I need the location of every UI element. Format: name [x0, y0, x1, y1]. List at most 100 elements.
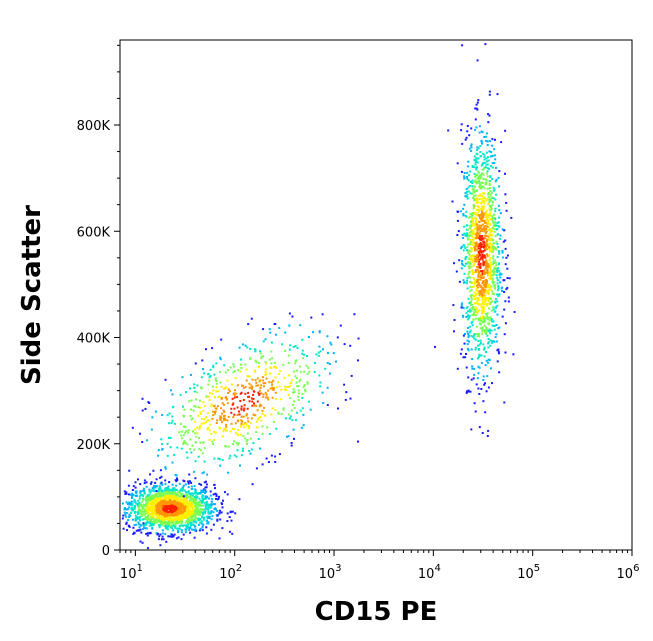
- event-dot: [469, 276, 471, 279]
- event-dot: [466, 237, 469, 240]
- event-dot: [491, 226, 494, 229]
- event-dot: [490, 246, 493, 249]
- event-dot: [152, 495, 154, 498]
- event-dot: [464, 356, 467, 359]
- event-dot: [245, 422, 248, 425]
- event-dot: [258, 393, 261, 396]
- event-dot: [496, 360, 499, 363]
- event-dot: [254, 359, 257, 362]
- event-dot: [144, 508, 147, 511]
- event-dot: [313, 370, 316, 373]
- event-dot: [312, 331, 314, 334]
- event-dot: [503, 308, 506, 311]
- event-dot: [270, 381, 273, 384]
- event-dot: [461, 260, 464, 262]
- event-dot: [490, 251, 493, 254]
- event-dot: [475, 302, 478, 305]
- event-dot: [265, 377, 268, 380]
- event-dot: [156, 521, 159, 524]
- event-dot: [203, 511, 206, 514]
- event-dot: [493, 213, 496, 216]
- event-dot: [178, 518, 181, 520]
- event-dot: [161, 535, 164, 538]
- event-dot: [229, 430, 232, 433]
- event-dot: [485, 290, 488, 293]
- event-dot: [185, 496, 188, 499]
- event-dot: [491, 320, 494, 323]
- event-dot: [149, 499, 152, 501]
- event-dot: [153, 506, 156, 509]
- event-dot: [215, 362, 218, 365]
- event-dot: [219, 356, 222, 359]
- event-dot: [185, 528, 187, 531]
- event-dot: [489, 140, 492, 143]
- event-dot: [478, 221, 481, 223]
- event-dot: [263, 385, 265, 388]
- event-dot: [194, 502, 197, 505]
- event-dot: [139, 519, 141, 522]
- event-dot: [160, 504, 162, 507]
- event-dot: [482, 177, 485, 180]
- event-dot: [218, 371, 221, 374]
- event-dot: [479, 249, 482, 252]
- event-dot: [302, 357, 305, 360]
- event-dot: [476, 265, 478, 268]
- event-dot: [480, 239, 483, 242]
- event-dot: [178, 490, 181, 492]
- event-dot: [173, 495, 176, 497]
- event-dot: [318, 330, 321, 333]
- event-dot: [461, 44, 464, 47]
- event-dot: [196, 503, 199, 506]
- event-dot: [487, 219, 490, 222]
- event-dot: [453, 330, 455, 333]
- event-dot: [242, 399, 245, 401]
- event-dot: [150, 505, 153, 508]
- event-dot: [186, 501, 189, 504]
- event-dot: [199, 406, 202, 409]
- event-dot: [493, 273, 496, 276]
- event-dot: [251, 483, 254, 486]
- event-dot: [297, 392, 300, 395]
- event-dot: [476, 279, 479, 281]
- event-dot: [149, 491, 152, 494]
- event-dot: [475, 220, 477, 223]
- event-dot: [296, 411, 299, 414]
- event-dot: [260, 419, 263, 422]
- event-dot: [473, 402, 476, 405]
- event-dot: [471, 214, 473, 217]
- event-dot: [487, 293, 490, 296]
- event-dot: [199, 425, 202, 427]
- event-dot: [488, 298, 491, 301]
- event-dot: [493, 222, 496, 225]
- event-dot: [497, 286, 500, 289]
- event-dot: [250, 384, 253, 387]
- event-dot: [208, 439, 211, 441]
- event-dot: [307, 366, 310, 369]
- event-dot: [211, 385, 214, 388]
- event-dot: [267, 461, 270, 463]
- event-dot: [122, 514, 125, 517]
- event-dot: [238, 413, 241, 416]
- event-dot: [292, 428, 295, 431]
- event-dot: [255, 431, 258, 433]
- event-dot: [203, 481, 206, 484]
- event-dot: [462, 279, 465, 282]
- event-dot: [493, 230, 496, 233]
- event-dot: [467, 179, 470, 182]
- event-dot: [470, 146, 473, 149]
- event-dot: [171, 492, 174, 495]
- event-dot: [130, 507, 133, 509]
- event-dot: [494, 306, 497, 309]
- event-dot: [482, 306, 485, 308]
- event-dot: [299, 409, 302, 412]
- event-dot: [473, 271, 476, 274]
- event-dot: [212, 493, 215, 496]
- event-dot: [452, 304, 455, 307]
- event-dot: [292, 370, 295, 373]
- event-dot: [503, 291, 506, 293]
- event-dot: [149, 495, 152, 498]
- event-dot: [464, 195, 467, 198]
- event-dot: [294, 419, 297, 422]
- event-dot: [197, 505, 200, 508]
- event-dot: [205, 486, 208, 489]
